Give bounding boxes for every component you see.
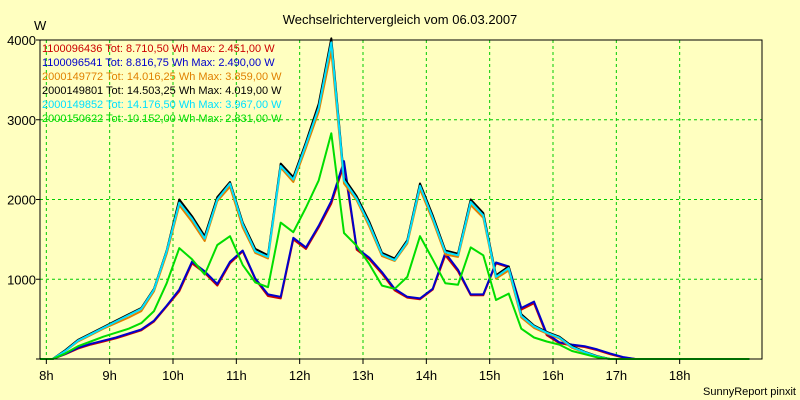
x-tick-label: 10h <box>162 368 184 383</box>
x-tick-label: 13h <box>352 368 374 383</box>
y-tick-label: 1000 <box>7 272 36 287</box>
x-tick-label: 16h <box>542 368 564 383</box>
legend-entry-0: 1100096436 Tot: 8.710,50 Wh Max: 2.451,0… <box>42 43 275 55</box>
y-axis-ticks: 1000 2000 3000 4000 <box>7 33 40 360</box>
x-tick-label: 12h <box>289 368 311 383</box>
legend-entry-1: 1100096541 Tot: 8.816,75 Wh Max: 2.490,0… <box>42 57 275 69</box>
y-tick-label: 4000 <box>7 33 36 48</box>
x-tick-label: 18h <box>669 368 691 383</box>
grid-layer <box>40 40 762 359</box>
legend-entry-4: 2000149852 Tot: 14.176,50 Wh Max: 3.967,… <box>42 99 282 111</box>
x-tick-label: 8h <box>39 368 53 383</box>
x-tick-label: 9h <box>102 368 116 383</box>
legend: 1100096436 Tot: 8.710,50 Wh Max: 2.451,0… <box>42 43 282 125</box>
y-axis-unit: W <box>34 18 47 33</box>
credit-label: SunnyReport pinxit <box>703 386 796 398</box>
legend-entry-2: 2000149772 Tot: 14.016,25 Wh Max: 3.859,… <box>42 71 282 83</box>
x-axis-ticks: 8h 9h 10h 11h 12h 13h 14h 15h 16h 17h 18h <box>39 359 691 383</box>
x-tick-label: 17h <box>605 368 627 383</box>
chart-title: Wechselrichtervergleich vom 06.03.2007 <box>283 12 518 27</box>
x-tick-label: 11h <box>226 368 247 383</box>
x-tick-label: 14h <box>415 368 437 383</box>
y-tick-label: 3000 <box>7 113 36 128</box>
x-tick-label: 15h <box>479 368 501 383</box>
legend-entry-5: 2000150622 Tot: 10.152,00 Wh Max: 2.831,… <box>42 113 282 125</box>
legend-entry-3: 2000149801 Tot: 14.503,25 Wh Max: 4.019,… <box>42 85 282 97</box>
y-tick-label: 2000 <box>7 193 36 208</box>
